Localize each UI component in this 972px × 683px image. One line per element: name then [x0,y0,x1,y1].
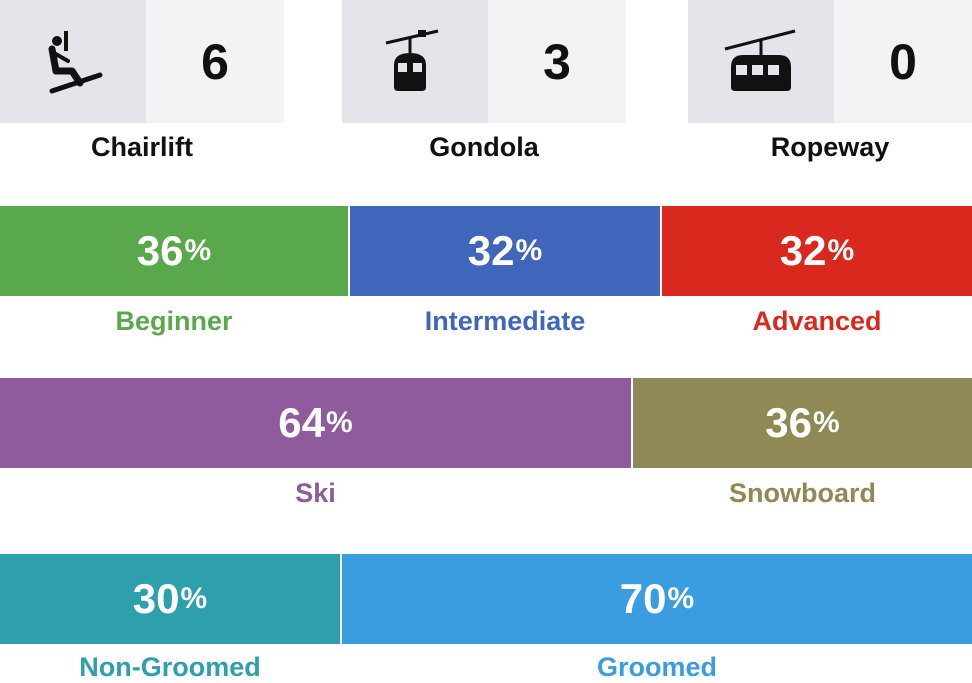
riders-ski: 64% Ski [0,378,631,508]
lift-ropeway-icon-box [688,0,834,123]
grooming-groomed-value: 70 [619,575,667,622]
riders-snowboard-unit: % [813,406,840,439]
lift-gondola: 3 Gondola [342,0,626,170]
difficulty-intermediate: 32% Intermediate [348,206,660,336]
difficulty-intermediate-label: Intermediate [424,306,586,336]
difficulty-advanced-label: Advanced [752,306,882,336]
ropeway-icon [724,29,796,91]
riders-ski-label: Ski [295,478,336,508]
difficulty-beginner-label: Beginner [115,306,233,336]
riders-snowboard-value: 36 [765,399,813,446]
riders-bar: 64% Ski 36% Snowboard [0,378,972,508]
lift-chairlift: 6 Chairlift [0,0,284,170]
riders-snowboard: 36% Snowboard [631,378,972,508]
riders-ski-fill: 64% [0,378,631,468]
difficulty-beginner-fill: 36% [0,206,348,296]
difficulty-intermediate-unit: % [515,234,543,267]
difficulty-beginner-value: 36 [136,227,184,274]
lift-chairlift-count: 6 [146,0,284,123]
difficulty-advanced-unit: % [827,234,855,267]
gondola-icon [385,29,439,91]
difficulty-beginner: 36% Beginner [0,206,348,336]
riders-snowboard-label: Snowboard [729,478,876,508]
lift-ropeway-label: Ropeway [770,132,890,162]
difficulty-beginner-unit: % [184,234,212,267]
grooming-groomed-unit: % [667,582,695,615]
lift-gondola-label: Gondola [429,132,539,162]
difficulty-advanced-fill: 32% [662,206,972,296]
difficulty-advanced: 32% Advanced [660,206,972,336]
difficulty-intermediate-fill: 32% [350,206,660,296]
grooming-groomed: 70% Groomed [340,554,972,682]
difficulty-advanced-value: 32 [779,227,827,274]
lift-chairlift-label: Chairlift [90,132,193,162]
lift-gondola-icon-box [342,0,488,123]
difficulty-intermediate-value: 32 [467,227,515,274]
riders-ski-unit: % [326,406,353,439]
grooming-groomed-fill: 70% [342,554,972,644]
grooming-non-groomed-label: Non-Groomed [79,652,261,682]
grooming-non-groomed-unit: % [180,582,208,615]
grooming-non-groomed-fill: 30% [0,554,340,644]
lift-gondola-count: 3 [488,0,626,123]
riders-snowboard-fill: 36% [633,378,972,468]
grooming-non-groomed-value: 30 [132,575,180,622]
difficulty-bar: 36% Beginner 32% Intermediate 32% Advanc… [0,206,972,336]
grooming-groomed-label: Groomed [596,652,717,682]
riders-ski-value: 64 [278,399,326,446]
chairlift-icon [48,30,103,93]
lift-ropeway: 0 Ropeway [688,0,972,170]
grooming-bar: 30% Non-Groomed 70% Groomed [0,554,972,682]
grooming-non-groomed: 30% Non-Groomed [0,554,340,682]
lift-ropeway-count: 0 [834,0,972,123]
lift-chairlift-icon-box [0,0,146,123]
